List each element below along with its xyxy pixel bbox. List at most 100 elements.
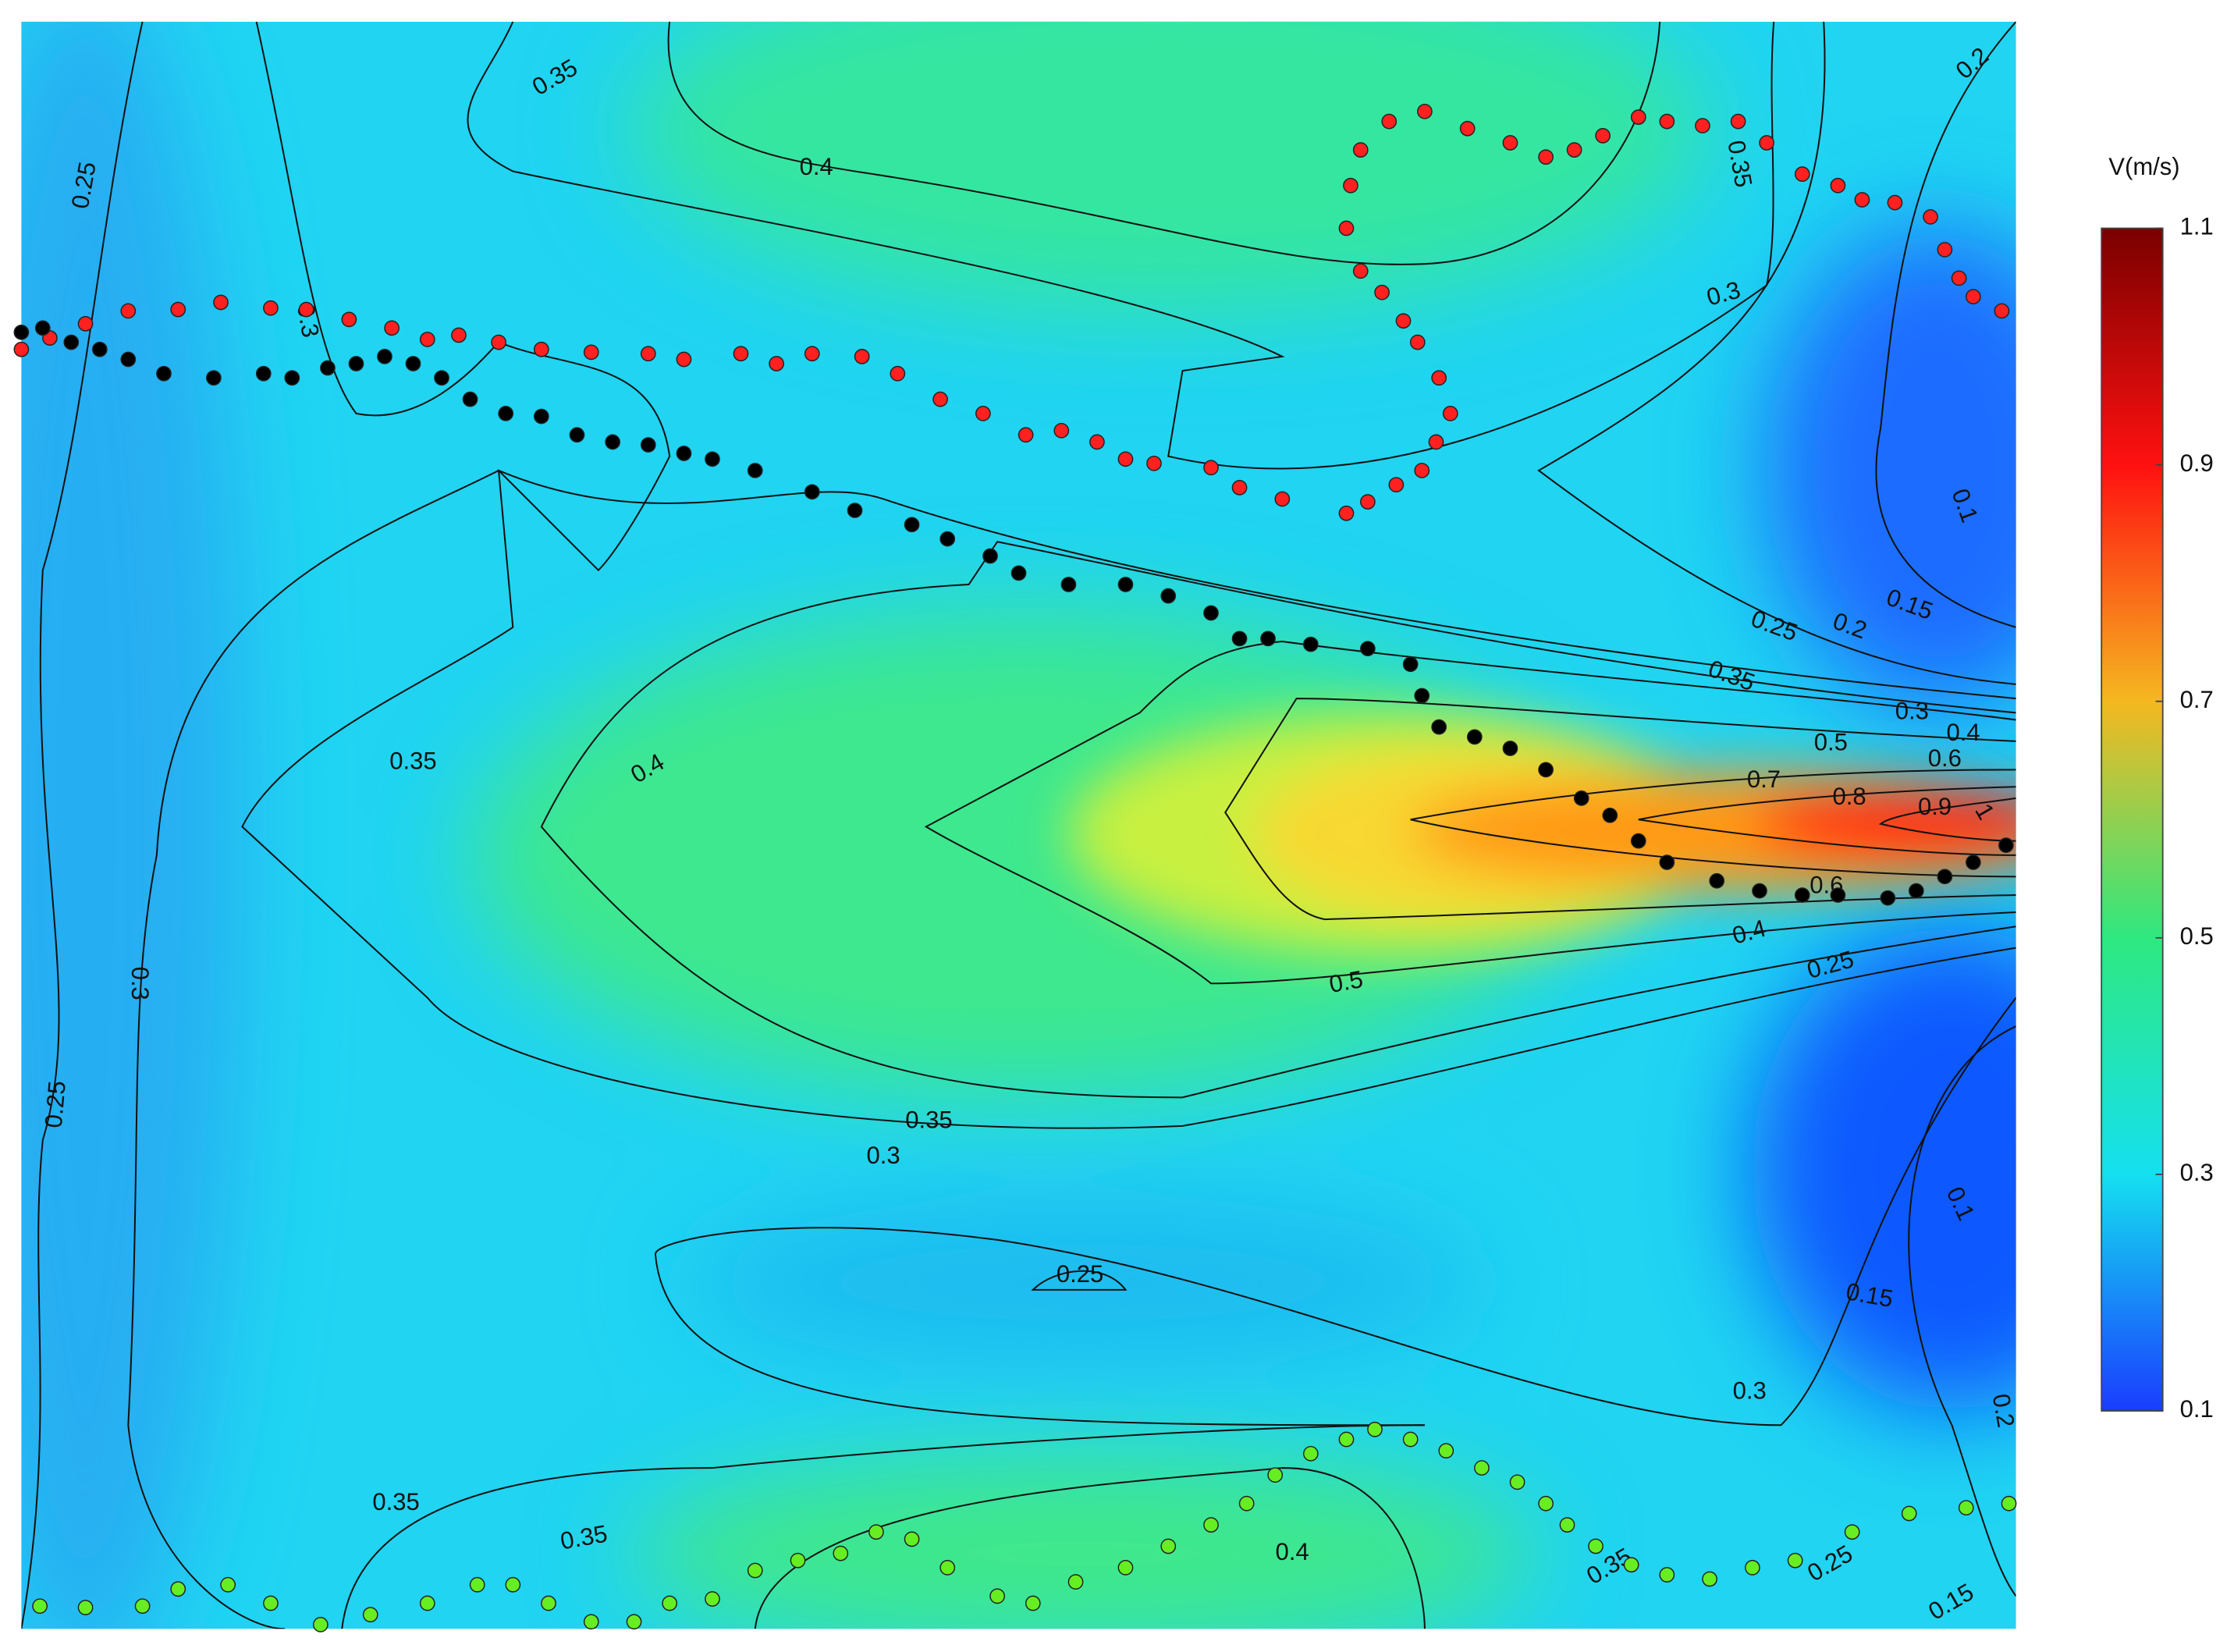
track-point <box>747 1562 763 1579</box>
track-point <box>1302 636 1319 652</box>
track-point <box>263 300 279 316</box>
track-point <box>1338 505 1355 521</box>
track-point <box>170 1581 186 1597</box>
track-point <box>1830 887 1846 903</box>
track-point <box>1414 463 1430 478</box>
track-point <box>1010 565 1027 581</box>
track-point <box>384 320 400 336</box>
track-point <box>220 1576 236 1593</box>
track-point <box>705 451 720 467</box>
track-point <box>1659 1567 1675 1583</box>
track-point <box>1459 120 1476 137</box>
track-point <box>1844 1524 1860 1540</box>
track-point <box>1538 762 1554 778</box>
track-point <box>1431 719 1447 735</box>
colorbar <box>2101 227 2164 1412</box>
track-point <box>1442 406 1458 421</box>
track-point <box>1367 1421 1383 1437</box>
track-point <box>1752 883 1767 899</box>
track-point <box>854 349 870 364</box>
track-point <box>1053 422 1070 439</box>
track-point <box>939 1560 956 1576</box>
track-point <box>1067 1574 1084 1590</box>
track-point <box>1274 491 1291 507</box>
colorbar-label: V(m/s) <box>2108 153 2179 180</box>
track-point <box>120 351 137 368</box>
track-point <box>1573 790 1589 806</box>
track-point <box>1417 103 1433 119</box>
track-point <box>569 427 585 443</box>
track-point <box>1388 477 1405 493</box>
track-point <box>156 365 172 382</box>
track-point <box>890 365 906 382</box>
track-point <box>377 349 392 364</box>
track-point <box>533 341 549 357</box>
track-point <box>1908 883 1924 899</box>
track-point <box>1709 872 1725 889</box>
contour-label: 0.7 <box>1747 766 1781 793</box>
track-point <box>34 320 51 336</box>
track-point <box>1787 1552 1803 1569</box>
track-point <box>1901 1505 1917 1522</box>
track-point <box>904 1531 920 1547</box>
track-point <box>804 346 820 362</box>
colorbar-tick-label: 1.1 <box>2180 213 2214 240</box>
track-point <box>868 1524 884 1540</box>
track-point <box>790 1552 806 1569</box>
track-point <box>206 370 222 386</box>
track-point <box>1937 242 1953 258</box>
track-point <box>1231 479 1248 496</box>
track-point <box>32 1598 48 1615</box>
track-point <box>1395 313 1412 329</box>
track-point <box>769 356 784 371</box>
track-point <box>1018 427 1034 443</box>
track-point <box>1854 192 1870 208</box>
track-point <box>1702 1571 1717 1587</box>
contour-label: 0.5 <box>1814 729 1848 756</box>
contour-label: 0.9 <box>1918 793 1952 820</box>
track-point <box>662 1595 678 1611</box>
track-point <box>120 303 137 319</box>
track-point <box>1887 194 1903 211</box>
track-point <box>1338 1431 1355 1448</box>
track-point <box>640 437 656 453</box>
track-point <box>932 391 948 407</box>
track-point <box>263 1595 279 1611</box>
contour-label: 0.4 <box>1276 1538 1309 1565</box>
field <box>21 21 2016 1629</box>
track-point <box>213 294 229 311</box>
track-point <box>1267 1467 1284 1483</box>
track-point <box>341 311 357 328</box>
track-point <box>170 301 186 318</box>
track-point <box>284 370 300 386</box>
track-point <box>134 1598 151 1615</box>
track-point <box>904 517 920 533</box>
track-point <box>1160 1538 1177 1554</box>
track-point <box>1659 113 1675 130</box>
track-point <box>939 531 956 547</box>
colorbar-tick-label: 0.7 <box>2180 686 2214 713</box>
contour-label: 0.4 <box>1947 719 1980 746</box>
track-point <box>676 446 692 461</box>
track-point <box>1414 687 1430 704</box>
track-point <box>1630 833 1646 849</box>
track-point <box>469 1576 485 1593</box>
track-point <box>1595 127 1611 144</box>
track-point <box>419 332 435 347</box>
track-point <box>77 316 94 332</box>
track-point <box>1538 1495 1554 1512</box>
contour-label: 0.35 <box>389 747 436 774</box>
contour-lines <box>21 21 2016 1629</box>
track-point <box>1438 1443 1454 1459</box>
track-point <box>676 351 692 368</box>
track-point <box>1474 1460 1490 1476</box>
track-point <box>583 1614 599 1630</box>
track-point <box>1238 1495 1255 1512</box>
track-point <box>1374 284 1390 300</box>
track-point <box>1966 854 1981 870</box>
track-point <box>1630 109 1646 125</box>
track-point <box>13 324 30 340</box>
track-point <box>1559 1517 1575 1533</box>
contour-label: 0.25 <box>1057 1260 1103 1288</box>
track-point <box>1538 149 1554 165</box>
